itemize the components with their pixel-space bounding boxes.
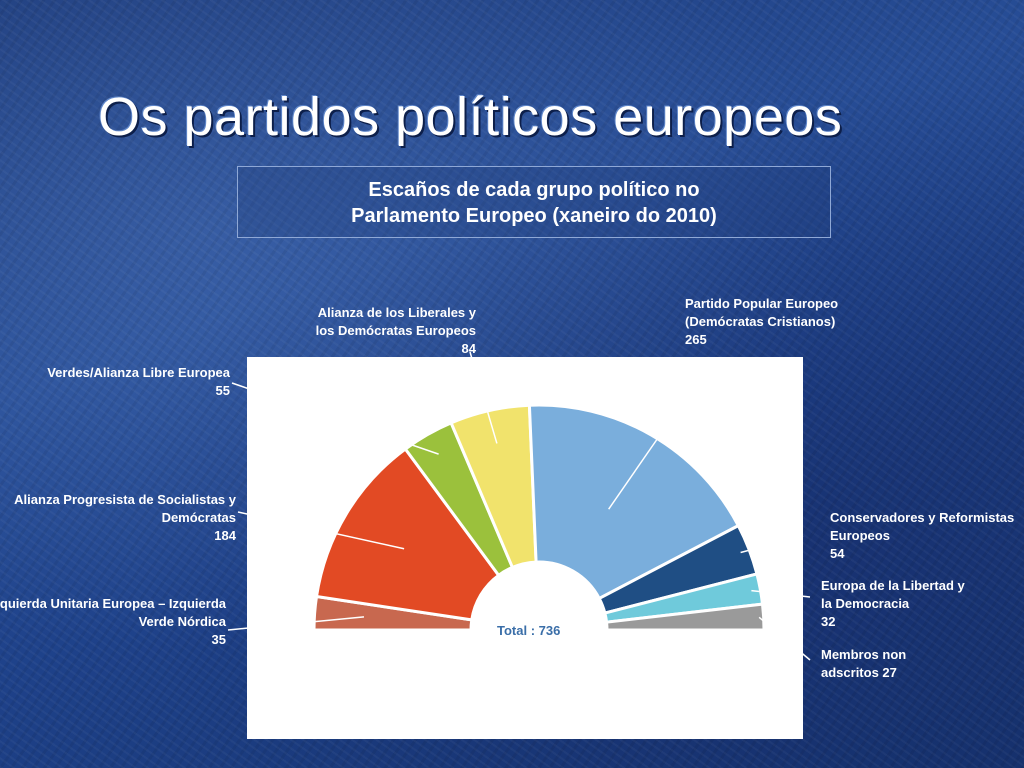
label-greens-efa: Verdes/Alianza Libre Europea 55 (10, 364, 230, 400)
leader-non-inscrits (758, 616, 811, 661)
slice-epp (527, 403, 741, 601)
slice-sd (314, 446, 501, 622)
label-ecr-name-1: Conservadores y Reformistas (830, 510, 1015, 525)
chart-title-line-1: Escaños de cada grupo político no (368, 179, 700, 201)
leader-alde (469, 351, 498, 444)
chart-title-box: Escaños de cada grupo político no Parlam… (237, 166, 831, 238)
label-epp-value: 265 (685, 332, 707, 347)
leader-epp (608, 434, 661, 510)
label-ecr: Conservadores y Reformistas Europeos 54 (830, 509, 1024, 563)
label-alde: Alianza de los Liberales y los Demócrata… (286, 304, 476, 358)
label-gue-ngl-value: 35 (211, 632, 226, 647)
leader-sd (237, 511, 405, 550)
label-sd-name-2: Demócratas (161, 510, 236, 525)
leader-greens-efa (231, 382, 439, 455)
label-epp-name-1: Partido Popular Europeo (685, 296, 839, 311)
label-non-inscrits-name-1: Membros non (821, 647, 907, 662)
label-efd-value: 32 (821, 614, 836, 629)
label-greens-efa-name-1: Verdes/Alianza Libre Europea (47, 365, 230, 380)
label-epp-name-2: (Demócratas Cristianos) (685, 314, 836, 329)
label-efd-name-2: la Democracia (821, 596, 910, 611)
leader-ecr (740, 535, 804, 554)
label-non-inscrits-name-2: adscritos 27 (821, 665, 897, 680)
label-gue-ngl: Izquierda Unitaria Europea – Izquierda V… (0, 595, 226, 649)
label-non-inscrits: Membros non adscritos 27 (821, 646, 971, 682)
label-sd-value: 184 (214, 528, 236, 543)
label-ecr-name-2: Europeos (830, 528, 890, 543)
label-alde-value: 84 (461, 341, 476, 356)
label-gue-ngl-name-2: Verde Nórdica (138, 614, 226, 629)
label-efd: Europa de la Libertad y la Democracia 32 (821, 577, 1011, 631)
label-efd-name-1: Europa de la Libertad y (821, 578, 965, 593)
page-title: Os partidos políticos europeos (98, 87, 843, 147)
label-greens-efa-value: 55 (215, 383, 230, 398)
label-alde-name-2: los Demócratas Europeos (315, 323, 476, 338)
chart-title-line-2: Parlamento Europeo (xaneiro do 2010) (351, 205, 717, 227)
label-sd-name-1: Alianza Progresista de Socialistas y (14, 492, 236, 507)
leader-efd (751, 589, 811, 598)
label-epp: Partido Popular Europeo (Demócratas Cris… (685, 295, 885, 349)
leader-gue-ngl (227, 616, 365, 631)
slice-non-inscrits (604, 602, 766, 632)
label-gue-ngl-name-1: Izquierda Unitaria Europea – Izquierda (0, 596, 226, 611)
total-label: Total : 736 (497, 623, 561, 638)
label-ecr-value: 54 (830, 546, 845, 561)
label-alde-name-1: Alianza de los Liberales y (317, 305, 476, 320)
label-sd: Alianza Progresista de Socialistas y Dem… (0, 491, 236, 545)
